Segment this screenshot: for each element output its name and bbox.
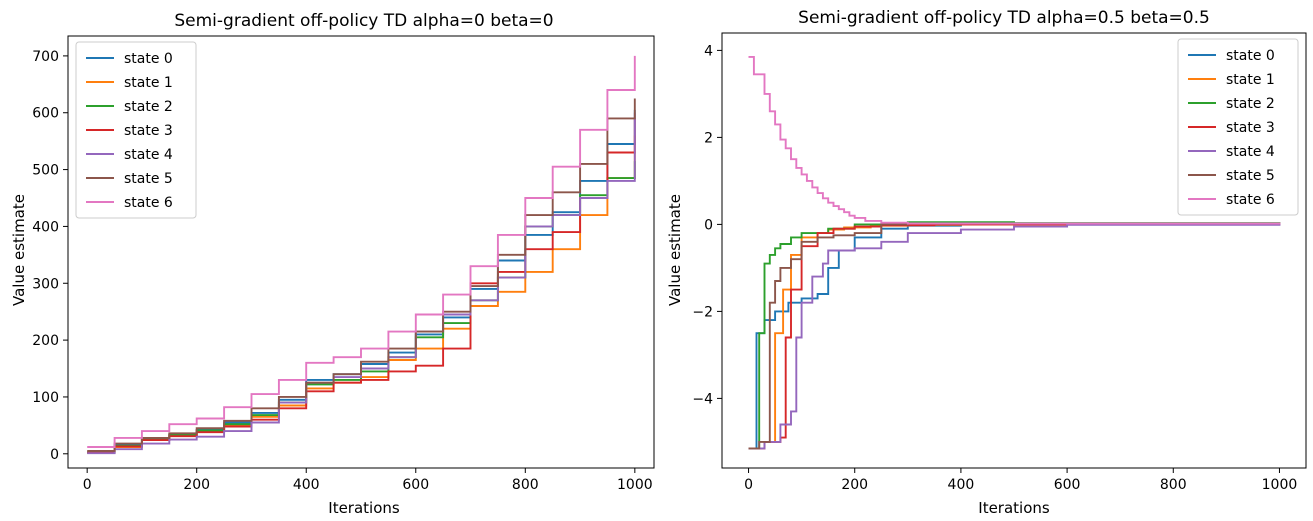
- right-chart-legend-label: state 0: [1226, 48, 1275, 64]
- left-chart-title: Semi-gradient off-policy TD alpha=0 beta…: [174, 11, 553, 31]
- left-chart-legend-label: state 2: [124, 99, 173, 115]
- right-chart-series-line-4: [748, 223, 1281, 450]
- left-chart-legend-box: [75, 41, 197, 219]
- right-chart-legend-label: state 2: [1226, 96, 1275, 112]
- right-chart-y-tick-label: 4: [704, 43, 713, 59]
- left-chart-plot-area: 0 200 400 600 800 1000 0 100 200 300 400 500 600 700: [32, 35, 655, 493]
- right-chart-x-tick-label: 200: [841, 477, 868, 493]
- left-chart-legend-label: state 4: [124, 147, 173, 163]
- left-chart-x-axis-label: Iterations: [328, 499, 400, 517]
- left-chart-y-axis-label: Value estimate: [10, 194, 28, 306]
- left-chart-legend-label: state 6: [124, 195, 173, 211]
- right-chart-y-tick-label: −4: [692, 391, 713, 407]
- right-chart-legend-label: state 4: [1226, 144, 1275, 160]
- right-chart-legend: state 0 state 1 state 2 state 3 state 4 state…: [1177, 38, 1299, 216]
- left-chart-y-tick-label: 600: [32, 106, 59, 122]
- left-chart-legend-label: state 5: [124, 171, 173, 187]
- left-chart-y-tick-label: 0: [50, 447, 59, 463]
- left-chart-panel: Semi-gradient off-policy TD alpha=0 beta…: [10, 11, 655, 517]
- right-chart-axes-frame: [721, 32, 1307, 469]
- left-chart-y-tick-label: 700: [32, 49, 59, 65]
- left-chart-x-tick-label: 200: [183, 477, 210, 493]
- right-chart-y-tick-label: 0: [704, 217, 713, 233]
- right-chart-y-tick-label: −2: [692, 304, 713, 320]
- right-chart-legend-box: [1177, 38, 1299, 216]
- right-chart-x-tick-label: 1000: [1262, 477, 1298, 493]
- left-chart-x-tick-label: 600: [402, 477, 429, 493]
- left-chart-legend-label: state 0: [124, 51, 173, 67]
- right-chart-x-axis-label: Iterations: [978, 499, 1050, 517]
- left-chart-y-tick-label: 400: [32, 219, 59, 235]
- left-chart-series-line-6: [87, 55, 636, 448]
- right-chart-legend-label: state 1: [1226, 72, 1275, 88]
- left-chart-x-tick-label: 400: [293, 477, 320, 493]
- left-chart-legend: state 0 state 1 state 2 state 3 state 4 state…: [75, 41, 197, 219]
- right-chart-plot-area: 0 200 400 600 800 1000 −4 −2 0 2 4: [692, 32, 1307, 493]
- right-chart-legend-label: state 5: [1226, 168, 1275, 184]
- left-chart-legend-label: state 1: [124, 75, 173, 91]
- left-chart-x-tick-label: 0: [83, 477, 92, 493]
- left-chart-y-tick-label: 200: [32, 333, 59, 349]
- left-chart-y-tick-label: 100: [32, 390, 59, 406]
- left-chart-x-tick-label: 1000: [617, 477, 653, 493]
- right-chart-legend-label: state 6: [1226, 192, 1275, 208]
- left-chart-axes-frame: [67, 35, 655, 469]
- right-chart-x-tick-label: 800: [1160, 477, 1187, 493]
- left-chart-series-line-5: [87, 98, 636, 452]
- left-chart-series-line-3: [87, 118, 636, 454]
- left-chart-y-tick-label: 300: [32, 276, 59, 292]
- right-chart-x-tick-label: 400: [948, 477, 975, 493]
- right-chart-series-line-0: [748, 223, 1280, 450]
- right-chart-x-tick-label: 0: [744, 477, 753, 493]
- right-chart-legend-label: state 3: [1226, 120, 1275, 136]
- right-chart-series-line-6: [748, 55, 1281, 225]
- right-chart-series-line-5: [748, 222, 1281, 450]
- right-chart-panel: Semi-gradient off-policy TD alpha=0.5 be…: [666, 8, 1307, 517]
- right-chart-x-tick-label: 600: [1054, 477, 1081, 493]
- right-chart-title: Semi-gradient off-policy TD alpha=0.5 be…: [798, 8, 1210, 28]
- right-chart-y-axis-label: Value estimate: [666, 194, 684, 306]
- left-chart-x-tick-label: 800: [512, 477, 539, 493]
- left-chart-legend-label: state 3: [124, 123, 173, 139]
- left-chart-y-tick-label: 500: [32, 163, 59, 179]
- right-chart-y-tick-label: 2: [704, 130, 713, 146]
